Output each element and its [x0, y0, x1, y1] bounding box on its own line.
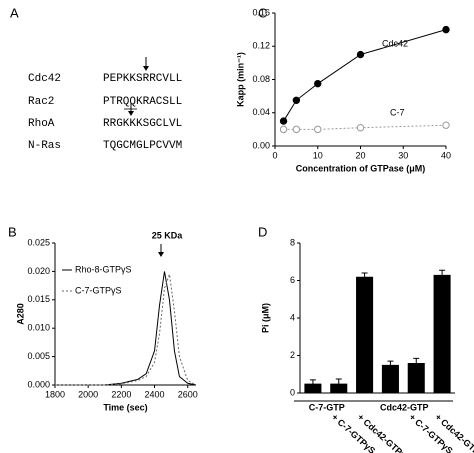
- panel-label: B: [8, 224, 17, 239]
- marker: [314, 79, 322, 88]
- protein-name: N-Ras: [28, 140, 61, 152]
- series-line: [55, 271, 197, 386]
- marker: [442, 25, 450, 34]
- protein-name: RhoA: [28, 118, 55, 130]
- bar: [304, 383, 322, 393]
- series-line: [55, 274, 197, 386]
- annotation-arrowhead: [158, 252, 164, 257]
- y-tick-label: 0: [290, 387, 295, 397]
- series-label: Cdc42: [382, 38, 408, 48]
- series-label: C-7: [390, 107, 405, 117]
- y-tick-label: 2: [290, 350, 295, 360]
- x-tick-label: 0: [272, 150, 277, 160]
- x-tick-label: 2000: [78, 389, 98, 399]
- x-tick-label: 10: [313, 150, 323, 160]
- error-bar: [361, 272, 368, 281]
- y-tick-label: 0.005: [27, 351, 50, 361]
- x-axis-label: Time (sec): [103, 402, 147, 412]
- protein-name: Rac2: [28, 96, 54, 108]
- y-tick-label: 0.015: [27, 294, 50, 304]
- bar: [407, 363, 425, 393]
- panel-label: C: [258, 5, 267, 20]
- marker: [279, 125, 288, 134]
- x-tick-label: 30: [398, 150, 408, 160]
- x-axis-label: Concentration of GTPase (μM): [296, 163, 426, 173]
- x-tick-label: 2400: [145, 389, 165, 399]
- y-tick-label: 0.04: [252, 107, 270, 117]
- sequence-arrows: [124, 57, 149, 116]
- y-tick-label: 0.16: [252, 7, 270, 17]
- y-axis-label: Kapp (min⁻¹): [235, 52, 245, 107]
- y-axis-label: Pi (μM): [260, 303, 270, 333]
- y-tick-label: 6: [290, 275, 295, 285]
- y-tick-label: 0.020: [27, 266, 50, 276]
- marker: [442, 121, 450, 129]
- sequence: PEPKKSRRCVLL: [103, 73, 182, 85]
- marker: [279, 117, 288, 125]
- sequence: PTRQQKRACSLL: [103, 96, 182, 108]
- marker: [356, 50, 365, 59]
- sequence: RRGKKKSGCLVL: [103, 118, 182, 130]
- x-tick-label: 1800: [45, 389, 65, 399]
- error-bar: [413, 357, 420, 368]
- legend-label: Rho-8-GTPγS: [75, 264, 132, 274]
- y-tick-label: 0.000: [27, 379, 50, 389]
- protein-name: Cdc42: [28, 73, 61, 85]
- y-tick-label: 0.12: [252, 41, 270, 51]
- y-tick-label: 0.00: [252, 140, 270, 150]
- x-tick-label: 2200: [111, 389, 131, 399]
- marker: [356, 124, 365, 132]
- marker: [292, 125, 301, 134]
- y-tick-label: 8: [290, 237, 295, 247]
- bar: [381, 364, 399, 393]
- x-tick-label: 2600: [178, 389, 198, 399]
- panel-label: A: [10, 5, 19, 20]
- legend-label: C-7-GTPγS: [75, 285, 122, 295]
- bar: [433, 274, 451, 393]
- error-bar: [439, 269, 446, 280]
- series-line: [283, 29, 447, 122]
- marker: [314, 125, 322, 134]
- error-bar: [309, 379, 316, 388]
- y-axis-label: A280: [15, 303, 25, 325]
- x-tick-label: 20: [355, 150, 365, 160]
- annotation: 25 KDa: [152, 230, 184, 240]
- error-bar: [387, 360, 394, 369]
- group-label: C-7-GTP: [309, 402, 345, 412]
- sequence: TQGCMGLPCVVM: [103, 140, 182, 152]
- y-tick-label: 0.025: [27, 237, 50, 247]
- y-tick-label: 0.010: [27, 323, 50, 333]
- x-tick-label: 40: [441, 150, 451, 160]
- y-tick-label: 0.08: [252, 74, 270, 84]
- bar: [356, 276, 374, 393]
- group-label: Cdc42-GTP: [380, 402, 429, 412]
- error-bar: [335, 378, 342, 389]
- marker: [292, 96, 301, 104]
- panel-label: D: [258, 224, 267, 239]
- series-line: [283, 124, 447, 130]
- y-tick-label: 4: [290, 312, 295, 322]
